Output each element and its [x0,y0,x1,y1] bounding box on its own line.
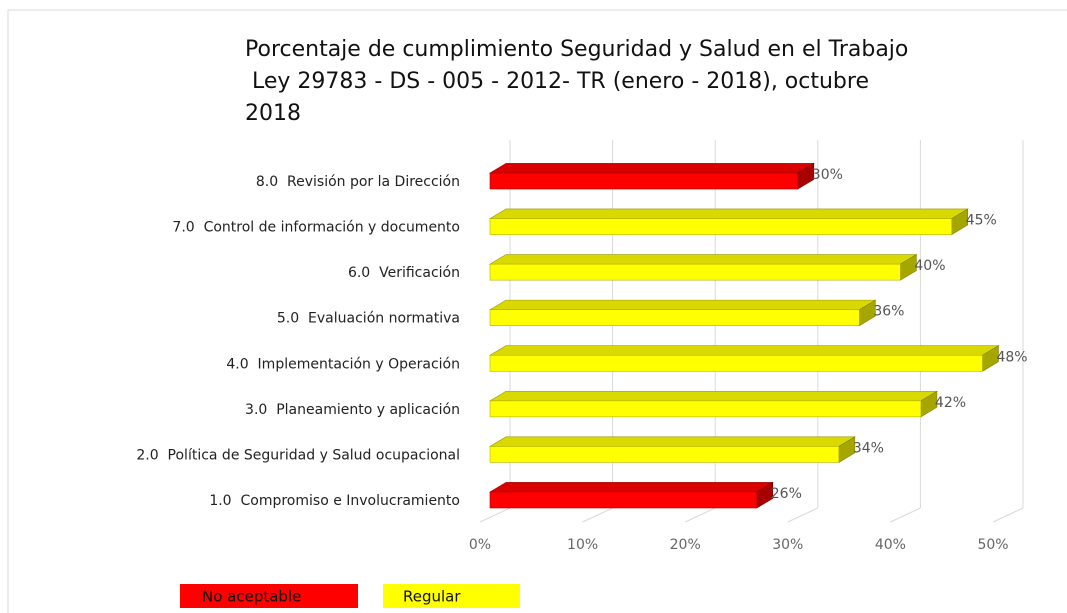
bar-top [488,163,815,174]
chart-title: 2018 [245,101,301,126]
bar [489,309,860,327]
chart-frame [7,9,1067,613]
data-label: 36% [873,304,904,320]
chart-title: Ley 29783 - DS - 005 - 2012- TR (enero -… [245,69,869,94]
bar [489,172,799,190]
bar-top [488,345,1000,356]
legend-label: Regular [403,588,461,606]
data-label: 48% [996,349,1027,365]
x-tick-label: 30% [772,537,803,553]
data-label: 42% [935,395,966,411]
data-label: 34% [853,440,884,456]
bar [489,400,922,418]
legend-label: No aceptable [202,588,301,606]
x-tick-label: 20% [670,537,701,553]
bar [489,491,758,509]
legend-swatch [383,584,520,608]
bar-top [488,390,939,402]
data-label: 26% [771,486,802,502]
grid-line [479,507,511,523]
grid-line [787,507,819,523]
x-tick-label: 0% [469,537,491,553]
chart-title: Porcentaje de cumplimiento Seguridad y S… [245,37,908,62]
bar-top [488,482,774,493]
legend-swatch [180,584,358,608]
bar [489,446,840,463]
bar-top [488,254,918,265]
y-tick-label: 7.0 Control de información y documento [172,220,460,236]
data-label: 45% [966,213,997,229]
grid-line [684,507,716,523]
bar-top [488,436,856,447]
y-tick-label: 6.0 Verificación [348,265,460,281]
grid-line [582,507,613,523]
y-tick-label: 5.0 Evaluación normativa [277,311,460,327]
bar [489,218,953,235]
bar-top [488,299,877,311]
grid-line [890,507,921,523]
data-label: 40% [914,258,945,274]
grid-line [992,507,1024,523]
bar [489,263,901,281]
data-label: 30% [812,167,843,183]
y-tick-label: 3.0 Planeamiento y aplicación [245,402,460,418]
x-tick-label: 50% [977,537,1008,553]
bar-top [488,208,969,219]
y-tick-label: 1.0 Compromiso e Involucramiento [209,493,460,509]
bar [489,354,983,372]
y-tick-label: 4.0 Implementación y Operación [226,356,460,372]
y-tick-label: 2.0 Política de Seguridad y Salud ocupac… [136,447,460,463]
x-tick-label: 10% [567,537,598,553]
y-tick-label: 8.0 Revisión por la Dirección [256,174,460,190]
x-tick-label: 40% [875,537,906,553]
